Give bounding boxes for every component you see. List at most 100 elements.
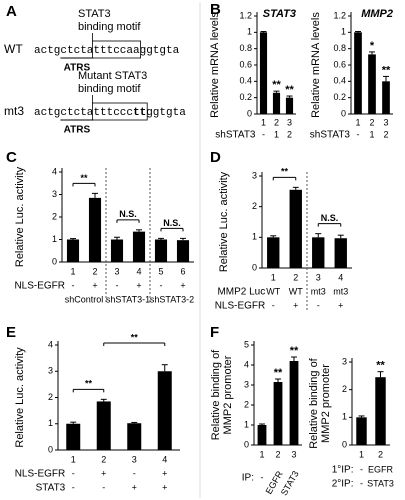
- y-tick-label: 2: [52, 211, 57, 221]
- y-axis-label: Relative mRNA levels: [310, 12, 322, 118]
- row-value: -: [360, 464, 363, 474]
- x-tick-label: 2: [369, 117, 374, 127]
- row-label: STAT3: [36, 483, 66, 494]
- bar: [375, 377, 386, 445]
- x-tick-label: 5: [158, 266, 163, 276]
- x-tick-label: 1: [259, 449, 264, 459]
- x-tick-label: 2: [378, 449, 383, 459]
- row-label: MMP2 Luc: [217, 287, 265, 298]
- panel-label: A: [6, 3, 17, 20]
- row-value: -: [360, 478, 363, 488]
- bar: [257, 425, 267, 445]
- row-value: EGFR: [368, 464, 394, 474]
- x-tick-label: 3: [114, 266, 119, 276]
- row-value: +: [162, 482, 167, 492]
- x-tick-label: 1: [355, 117, 360, 127]
- y-tick-label: 1: [244, 419, 249, 429]
- bar: [88, 197, 102, 262]
- sequence-part: ggtgta: [146, 107, 186, 119]
- comparison-label: **: [131, 332, 139, 342]
- atrs-label: ATRS: [64, 125, 91, 136]
- bar: [312, 237, 325, 268]
- bar: [96, 401, 111, 450]
- y-tick-label: 3: [252, 170, 257, 180]
- bar: [127, 423, 142, 450]
- comparison-label: **: [281, 167, 289, 177]
- bar: [354, 32, 362, 115]
- motif-box: [92, 40, 142, 59]
- y-axis-label: MMP2 promoter: [320, 364, 332, 443]
- y-tick-label: 0: [252, 262, 257, 272]
- significance: **: [285, 84, 294, 96]
- motif-label: binding motif: [78, 21, 141, 33]
- x-tick-label: 2: [275, 449, 280, 459]
- row-label: IP:: [242, 473, 254, 484]
- bar: [273, 382, 283, 445]
- x-tick-label: 1: [359, 449, 364, 459]
- bar: [285, 97, 294, 114]
- row-label: shSTAT3: [215, 130, 256, 141]
- chart-title: STAT3: [263, 8, 296, 20]
- row-label: 1°IP:: [332, 465, 354, 476]
- y-tick-label: 1: [52, 234, 57, 244]
- x-tick-label: 4: [162, 454, 167, 464]
- y-tick-label: 1: [252, 232, 257, 242]
- row-value: -: [357, 129, 360, 139]
- group-label: shSTAT3-2: [150, 294, 194, 304]
- y-tick-label: 0: [247, 108, 252, 118]
- bar: [334, 238, 347, 268]
- bar: [132, 231, 146, 262]
- y-tick-label: 0: [244, 439, 249, 449]
- row-value: -: [160, 280, 163, 290]
- bar: [272, 92, 281, 114]
- y-tick-label: 0.2: [333, 92, 346, 102]
- x-tick-label: 1: [71, 454, 76, 464]
- row-value: +: [293, 300, 298, 310]
- bar: [356, 417, 367, 445]
- y-tick-label: 0.2: [239, 92, 252, 102]
- row-value: +: [92, 280, 97, 290]
- bar: [382, 81, 390, 114]
- row-label: shSTAT3: [310, 130, 351, 141]
- x-tick-label: 4: [338, 272, 343, 282]
- x-tick-label: 2: [293, 272, 298, 282]
- x-tick-label: 1: [70, 266, 75, 276]
- bar: [110, 239, 124, 262]
- x-tick-label: 4: [136, 266, 141, 276]
- sequence-label: mt3: [4, 104, 24, 118]
- y-tick-label: 0: [341, 108, 346, 118]
- row-value: -: [261, 472, 264, 482]
- x-tick-label: 2: [274, 117, 279, 127]
- row-value: -: [72, 468, 75, 478]
- sequence-part: actgctcta: [34, 107, 94, 119]
- motif-label: binding motif: [78, 83, 141, 95]
- y-tick-label: 0.4: [333, 76, 346, 86]
- y-tick-label: 3: [52, 189, 57, 199]
- y-tick-label: 2: [342, 384, 347, 394]
- comparison-label: N.S.: [119, 209, 137, 219]
- bar: [66, 239, 80, 262]
- significance: **: [376, 360, 385, 372]
- y-tick-label: 0: [342, 439, 347, 449]
- row-label: 2°IP:: [332, 479, 354, 490]
- y-tick-label: 5: [244, 339, 249, 349]
- y-tick-label: 0: [52, 256, 57, 266]
- y-tick-label: 3: [48, 366, 53, 376]
- y-tick-label: 0: [48, 444, 53, 454]
- sequence-part: tttccc: [93, 107, 133, 119]
- x-tick-label: 1: [271, 272, 276, 282]
- significance: **: [290, 345, 299, 357]
- row-value: 2: [383, 129, 388, 139]
- row-value: WT: [266, 286, 280, 296]
- sequence-part: actgctcta: [34, 45, 94, 57]
- bar: [289, 361, 299, 445]
- row-value: -: [262, 129, 265, 139]
- row-value: -: [272, 300, 275, 310]
- row-value: +: [101, 468, 106, 478]
- y-tick-label: 1.2: [333, 10, 346, 20]
- row-value: +: [132, 482, 137, 492]
- row-value: -: [317, 300, 320, 310]
- atrs-label: ATRS: [64, 63, 91, 74]
- bar: [66, 423, 81, 450]
